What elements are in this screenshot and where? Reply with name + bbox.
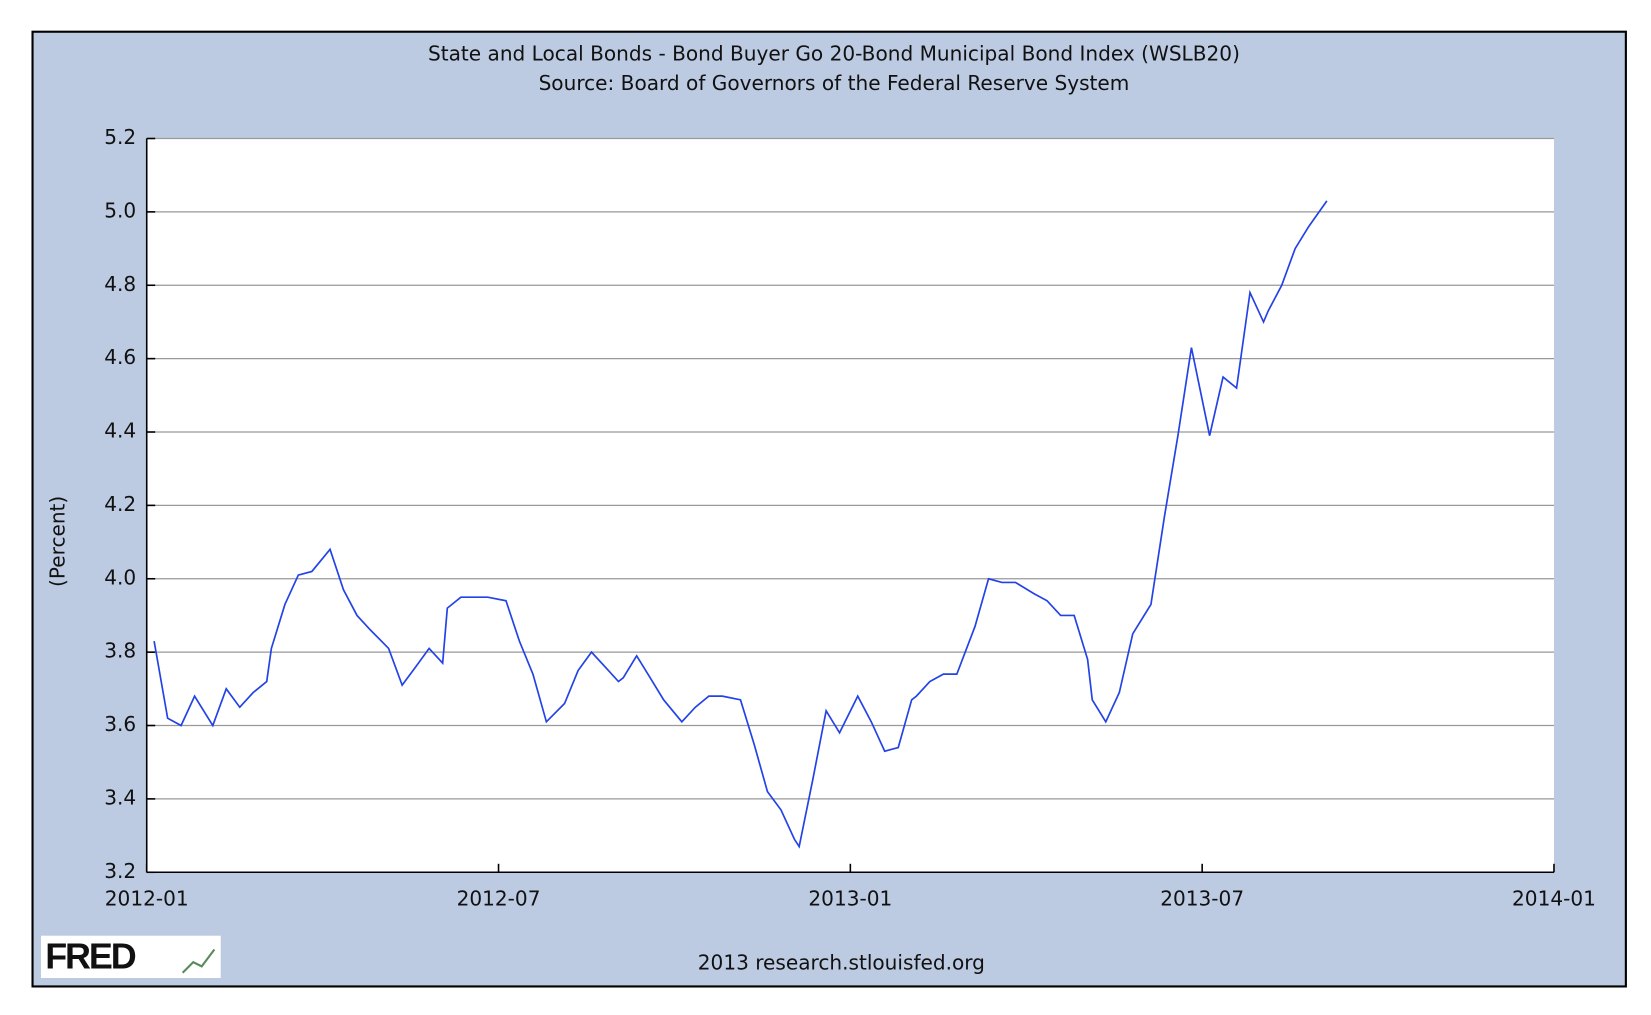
- logo: FRED: [45, 935, 136, 976]
- y-tick-label: 4.2: [104, 492, 136, 516]
- y-tick-label: 3.2: [104, 859, 136, 883]
- y-tick-label: 5.0: [104, 198, 136, 222]
- x-tick-label: 2012-01: [105, 886, 189, 910]
- y-axis-label: (Percent): [45, 496, 69, 587]
- chart-title: State and Local Bonds - Bond Buyer Go 20…: [428, 41, 1240, 65]
- y-tick-label: 3.4: [104, 785, 136, 809]
- x-tick-label: 2013-07: [1160, 886, 1244, 910]
- y-tick-label: 3.6: [104, 712, 136, 736]
- y-tick-label: 4.6: [104, 345, 136, 369]
- y-tick-label: 4.0: [104, 565, 136, 589]
- chart-subtitle: Source: Board of Governors of the Federa…: [539, 71, 1130, 95]
- y-tick-label: 5.2: [104, 125, 136, 149]
- x-tick-label: 2012-07: [457, 886, 541, 910]
- data-line: [153, 200, 1328, 849]
- x-tick-label: 2014-01: [1512, 886, 1596, 910]
- y-tick-label: 3.8: [104, 639, 136, 663]
- x-tick-label: 2013-01: [808, 886, 892, 910]
- footer: 2013 research.stlouisfed.org: [698, 951, 985, 975]
- y-tick-label: 4.4: [104, 419, 136, 443]
- logo-box: [40, 935, 221, 978]
- y-tick-label: 4.8: [104, 272, 136, 296]
- logo-icon: [181, 948, 216, 974]
